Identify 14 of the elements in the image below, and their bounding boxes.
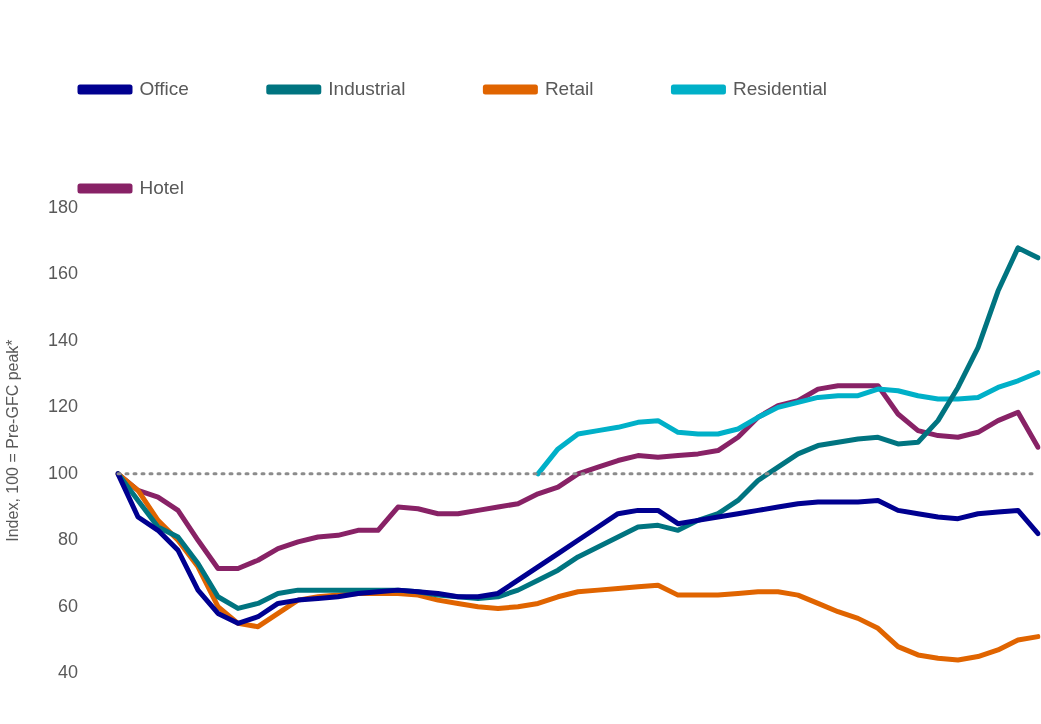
- y-tick-label: 160: [47, 263, 78, 284]
- y-tick-label: 140: [47, 329, 78, 350]
- y-tick-label: 60: [57, 595, 78, 616]
- legend-label: Industrial: [328, 77, 406, 99]
- y-tick-label: 180: [47, 196, 78, 217]
- y-tick-label: 100: [47, 462, 78, 483]
- legend-label: Hotel: [139, 176, 184, 198]
- y-tick-label: 80: [57, 529, 78, 550]
- legend-label: Retail: [544, 77, 594, 99]
- y-axis-title: Index, 100 = Pre-GFC peak*: [4, 339, 22, 542]
- legend-label: Office: [139, 77, 189, 99]
- legend-label: Residential: [732, 77, 827, 99]
- y-tick-label: 40: [57, 662, 78, 683]
- y-tick-label: 120: [47, 396, 78, 417]
